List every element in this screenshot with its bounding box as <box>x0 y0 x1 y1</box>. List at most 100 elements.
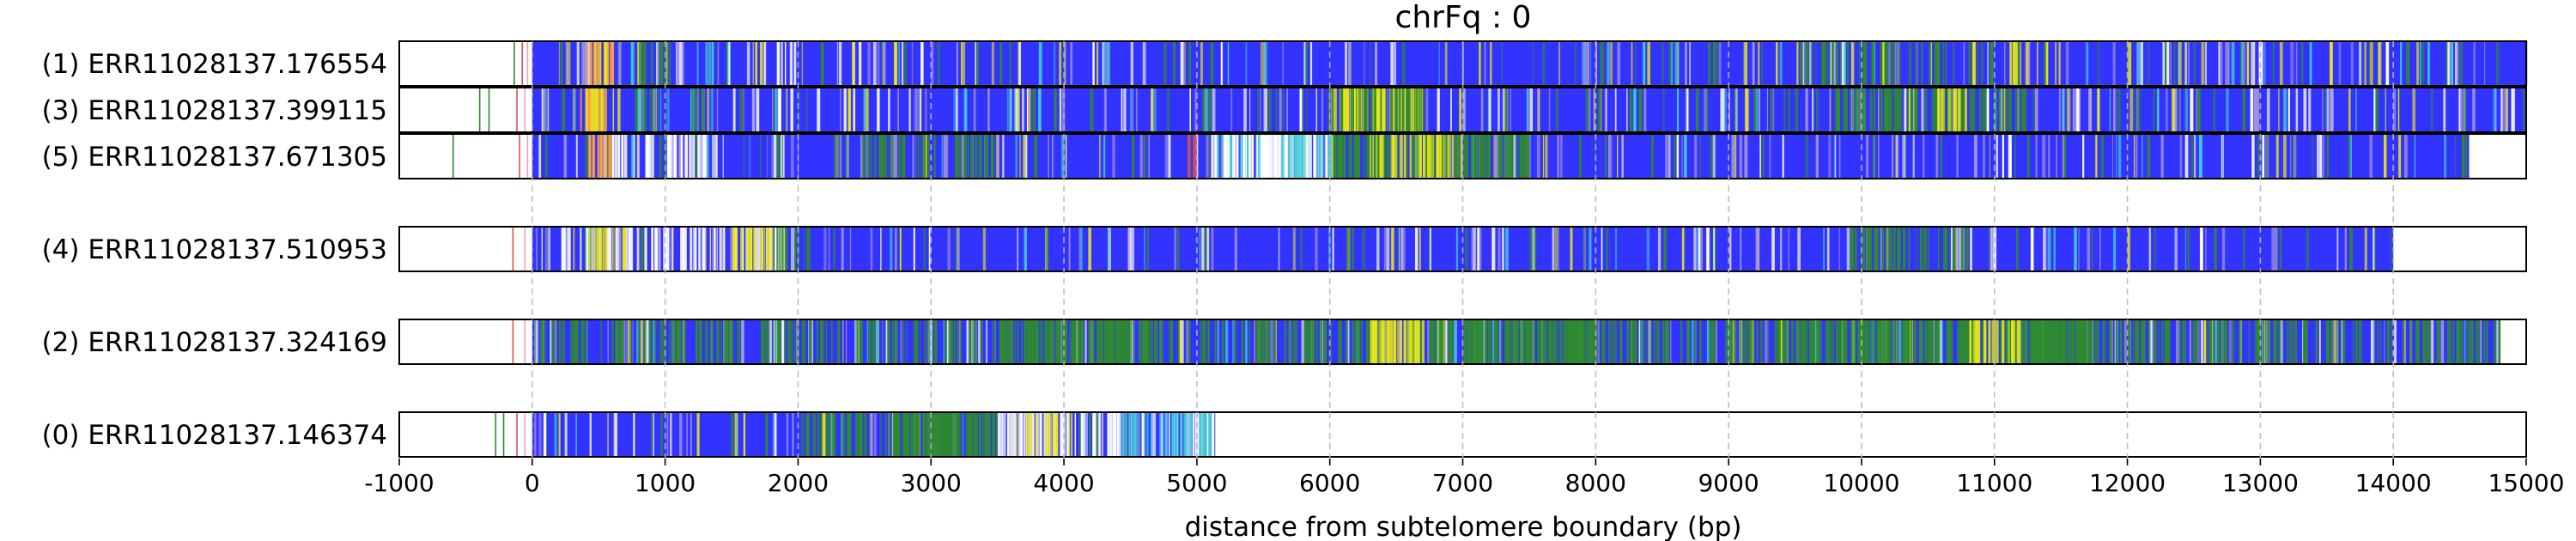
segment-stripe <box>961 412 963 457</box>
read-stripe <box>966 319 969 364</box>
segment-stripe <box>1777 319 1781 364</box>
segment-stripe <box>1929 41 1931 86</box>
read-stripe <box>1028 88 1031 132</box>
segment-stripe <box>2009 41 2013 86</box>
segment-stripe <box>1115 319 1118 364</box>
read-stripe <box>1089 412 1091 457</box>
segment-stripe <box>986 412 988 457</box>
read-stripe <box>2430 319 2434 364</box>
read-stripe <box>1015 88 1018 132</box>
segment-stripe <box>1102 319 1103 364</box>
segment-stripe <box>953 412 957 457</box>
segment-stripe <box>1393 319 1396 364</box>
read-stripe <box>2164 41 2167 86</box>
segment-stripe <box>826 319 828 364</box>
segment-stripe <box>928 412 931 457</box>
segment-stripe <box>1110 319 1113 364</box>
segment-stripe <box>1525 319 1528 364</box>
segment-stripe <box>1823 41 1825 86</box>
segment-stripe <box>681 227 683 271</box>
segment-stripe <box>1835 41 1839 86</box>
read-stripe <box>2306 227 2309 271</box>
read-stripe <box>778 88 781 132</box>
segment-stripe <box>1626 319 1630 364</box>
read-stripe <box>2196 88 2198 132</box>
segment-stripe <box>1297 134 1300 179</box>
read-stripe <box>653 319 656 364</box>
segment-stripe <box>1418 88 1421 132</box>
segment-stripe <box>1189 134 1191 179</box>
read-stripe <box>1588 88 1591 132</box>
read-stripe <box>1121 88 1123 132</box>
segment-stripe <box>1699 319 1701 364</box>
read-stripe <box>1178 319 1182 364</box>
read-stripe <box>1881 41 1885 86</box>
read-stripe <box>2047 227 2051 271</box>
segment-stripe <box>1942 41 1944 86</box>
segment-stripe <box>1233 319 1236 364</box>
segment-stripe <box>2102 319 2105 364</box>
read-stripe <box>547 227 549 271</box>
read-stripe <box>2134 88 2136 132</box>
read-stripe <box>2323 134 2324 179</box>
segment-stripe <box>902 412 903 457</box>
segment-stripe <box>1434 319 1436 364</box>
read-stripe <box>623 319 625 364</box>
segment-stripe <box>2267 319 2270 364</box>
read-stripe <box>943 134 947 179</box>
segment-stripe <box>1923 227 1927 271</box>
segment-stripe <box>948 319 951 364</box>
read-stripe <box>1068 227 1071 271</box>
segment-stripe <box>1020 412 1024 457</box>
segment-stripe <box>1519 319 1522 364</box>
segment-stripe <box>1499 319 1503 364</box>
read-stripe <box>1770 88 1773 132</box>
read-stripe <box>2136 134 2138 179</box>
segment-stripe <box>1310 319 1314 364</box>
segment-stripe <box>1953 41 1955 86</box>
read-stripe <box>1402 227 1406 271</box>
read-stripe <box>1758 41 1760 86</box>
segment-stripe <box>1983 88 1987 132</box>
segment-stripe <box>669 134 672 179</box>
read-stripe <box>717 41 720 86</box>
read-stripe <box>2136 41 2139 86</box>
segment-stripe <box>731 319 734 364</box>
segment-stripe <box>2274 319 2278 364</box>
read-stripe <box>931 41 934 86</box>
read-stripe <box>585 134 588 179</box>
segment-stripe <box>1215 319 1217 364</box>
read-stripe <box>1268 88 1272 132</box>
segment-stripe <box>653 227 656 271</box>
read-stripe <box>2373 88 2376 132</box>
segment-stripe <box>1689 319 1691 364</box>
segment-stripe <box>1151 319 1153 364</box>
read-stripe <box>1269 319 1272 364</box>
segment-stripe <box>1358 319 1361 364</box>
segment-stripe <box>809 319 812 364</box>
segment-stripe <box>891 134 894 179</box>
read-stripe <box>1940 319 1943 364</box>
read-stripe <box>2043 134 2046 179</box>
segment-stripe <box>1494 319 1498 364</box>
read-stripe <box>1208 88 1212 132</box>
read-stripe <box>1788 227 1790 271</box>
read-stripe <box>2115 134 2117 179</box>
segment-stripe <box>891 319 895 364</box>
segment-stripe <box>917 412 920 457</box>
read-stripe <box>2129 88 2134 132</box>
read-stripe <box>1292 227 1296 271</box>
segment-stripe <box>562 319 565 364</box>
segment-stripe <box>1869 88 1873 132</box>
read-stripe <box>1196 412 1200 457</box>
read-stripe <box>1795 88 1798 132</box>
segment-stripe <box>1370 319 1372 364</box>
segment-stripe <box>1059 319 1061 364</box>
read-stripe <box>1695 227 1698 271</box>
segment-stripe <box>1517 134 1519 179</box>
segment-stripe <box>594 227 596 271</box>
read-stripe <box>1227 41 1229 86</box>
segment-stripe <box>1667 319 1669 364</box>
segment-stripe <box>1525 134 1528 179</box>
read-stripe <box>1201 88 1206 132</box>
